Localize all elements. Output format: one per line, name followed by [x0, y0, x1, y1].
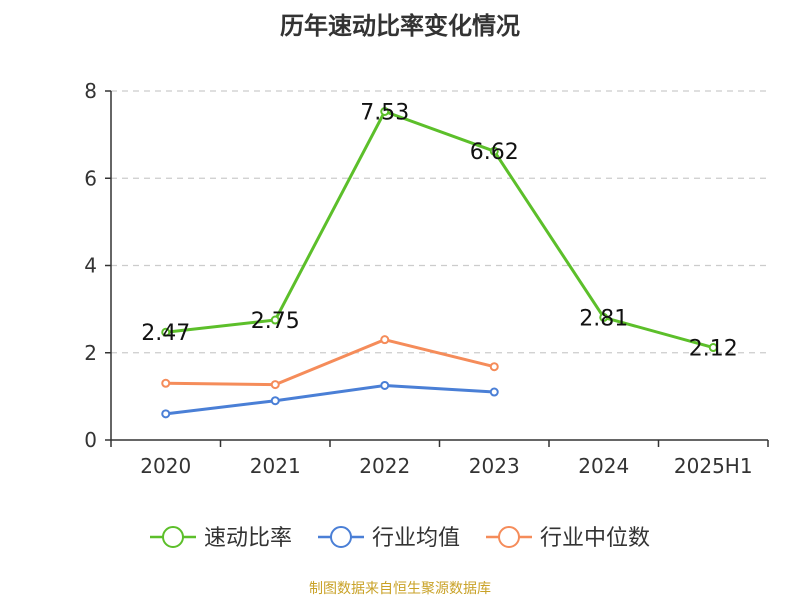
data-point — [708, 343, 718, 353]
y-tick-label: 8 — [84, 79, 97, 103]
x-tick-label: 2025H1 — [674, 454, 753, 478]
legend-marker — [498, 526, 520, 548]
legend-label: 速动比率 — [204, 526, 292, 551]
series-line — [165, 383, 495, 416]
data-label-layer: 2.47 2.75 7.53 6.62 2.81 2.12 — [141, 101, 737, 362]
data-label: 2.47 — [141, 321, 190, 346]
y-tick-label: 0 — [84, 428, 97, 452]
data-point — [270, 396, 280, 406]
y-tick-label: 4 — [84, 254, 97, 278]
axis-layer: 0 2 4 6 8 2020 2021 2022 2023 2024 2025H1 — [84, 79, 769, 478]
data-label: 2.81 — [579, 306, 628, 331]
data-point — [380, 380, 390, 390]
legend: 速动比率 行业均值 行业中位数 — [150, 526, 650, 551]
x-tick-label: 2021 — [250, 454, 301, 478]
data-label: 6.62 — [470, 140, 519, 165]
legend-label: 行业中位数 — [540, 526, 650, 551]
legend-label: 行业均值 — [372, 526, 460, 551]
data-point — [380, 107, 390, 117]
series-line — [165, 338, 495, 387]
y-tick-label: 2 — [84, 341, 97, 365]
data-label: 2.12 — [689, 337, 738, 362]
data-point — [489, 146, 499, 156]
x-tick-label: 2022 — [359, 454, 410, 478]
x-tick-label: 2020 — [140, 454, 191, 478]
y-tick-label: 6 — [84, 166, 97, 190]
series-layer — [161, 107, 718, 419]
chart-title: 历年速动比率变化情况 — [280, 12, 520, 40]
series-line — [165, 110, 714, 349]
data-point — [489, 387, 499, 397]
data-point — [270, 315, 280, 325]
data-label: 2.75 — [251, 309, 300, 334]
data-point — [161, 378, 171, 388]
data-label: 7.53 — [360, 101, 409, 126]
data-point — [270, 380, 280, 390]
data-point — [161, 409, 171, 419]
data-point — [161, 327, 171, 337]
data-point — [380, 335, 390, 345]
legend-marker — [162, 526, 184, 548]
data-point — [489, 362, 499, 372]
x-tick-label: 2024 — [578, 454, 629, 478]
x-tick-label: 2023 — [469, 454, 520, 478]
legend-marker — [330, 526, 352, 548]
source-footer: 制图数据来自恒生聚源数据库 — [309, 581, 491, 597]
data-point — [599, 312, 609, 322]
